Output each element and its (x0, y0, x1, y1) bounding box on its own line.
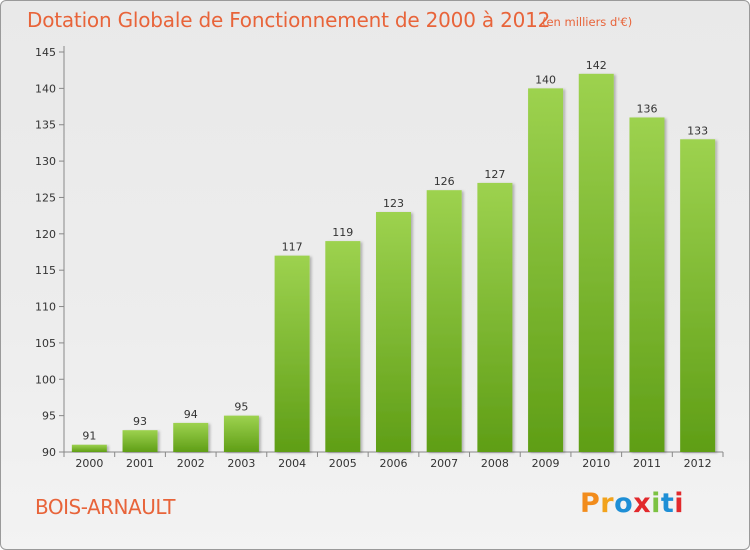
value-label-2010: 142 (586, 59, 607, 72)
logo-letter: o (614, 488, 634, 519)
y-tick-label: 135 (35, 119, 56, 132)
bar-2010 (578, 73, 614, 453)
x-tick-label-2000: 2000 (75, 457, 103, 470)
x-tick-label-2003: 2003 (227, 457, 255, 470)
x-tick-label-2011: 2011 (633, 457, 661, 470)
value-label-2004: 117 (282, 241, 303, 254)
y-tick-label: 130 (35, 155, 56, 168)
x-tick-label-2006: 2006 (380, 457, 408, 470)
x-tick-label-2005: 2005 (329, 457, 357, 470)
x-tick-label-2007: 2007 (430, 457, 458, 470)
y-tick-label: 110 (35, 301, 56, 314)
bar-2000 (71, 444, 107, 452)
value-label-2007: 126 (434, 175, 455, 188)
value-label-2002: 94 (184, 408, 198, 421)
x-tick-label-2002: 2002 (177, 457, 205, 470)
bar-2009 (528, 88, 564, 452)
x-tick-label-2010: 2010 (582, 457, 610, 470)
y-tick-label: 95 (42, 410, 56, 423)
bar-2006 (376, 212, 411, 452)
value-label-2006: 123 (383, 197, 404, 210)
x-tick-label-2001: 2001 (126, 457, 154, 470)
value-label-2009: 140 (535, 73, 556, 86)
bar-2007 (426, 190, 462, 452)
chart-subtitle: (en milliers d'€) (542, 15, 633, 29)
commune-name: BOIS-ARNAULT (35, 495, 175, 519)
bar-2001 (122, 430, 158, 452)
x-tick-label-2004: 2004 (278, 457, 306, 470)
value-label-2000: 91 (82, 430, 96, 443)
y-tick-label: 140 (35, 82, 56, 95)
logo-letter: i (674, 488, 685, 519)
x-tick-label-2012: 2012 (684, 457, 712, 470)
value-label-2003: 95 (234, 401, 248, 414)
bar-2011 (629, 117, 665, 453)
bar-2008 (477, 182, 513, 452)
logo-letter: x (633, 488, 652, 519)
y-tick-label: 105 (35, 337, 56, 350)
y-tick-label: 120 (35, 228, 56, 241)
logo-letter: r (600, 488, 615, 519)
y-tick-label: 100 (35, 373, 56, 386)
x-tick-label-2009: 2009 (532, 457, 560, 470)
value-label-2005: 119 (332, 226, 353, 239)
logo-letter: i (651, 488, 661, 519)
value-label-2012: 133 (687, 124, 708, 137)
logo-letter: t (660, 488, 675, 519)
logo-letter: P (580, 488, 601, 519)
bar-2003 (223, 415, 259, 452)
chart-title: Dotation Globale de Fonctionnement de 20… (27, 8, 551, 32)
bar-2005 (325, 241, 361, 452)
y-tick-label: 145 (35, 46, 56, 59)
value-label-2011: 136 (636, 102, 657, 115)
bar-2002 (173, 422, 209, 452)
bar-2012 (680, 139, 716, 453)
y-tick-label: 115 (35, 264, 56, 277)
value-label-2001: 93 (133, 415, 147, 428)
y-tick-label: 90 (42, 446, 56, 459)
value-label-2008: 127 (484, 168, 505, 181)
bar-2004 (274, 255, 310, 452)
x-tick-label-2008: 2008 (481, 457, 509, 470)
y-tick-label: 125 (35, 191, 56, 204)
proxiti-logo: Proxiti (580, 488, 684, 519)
